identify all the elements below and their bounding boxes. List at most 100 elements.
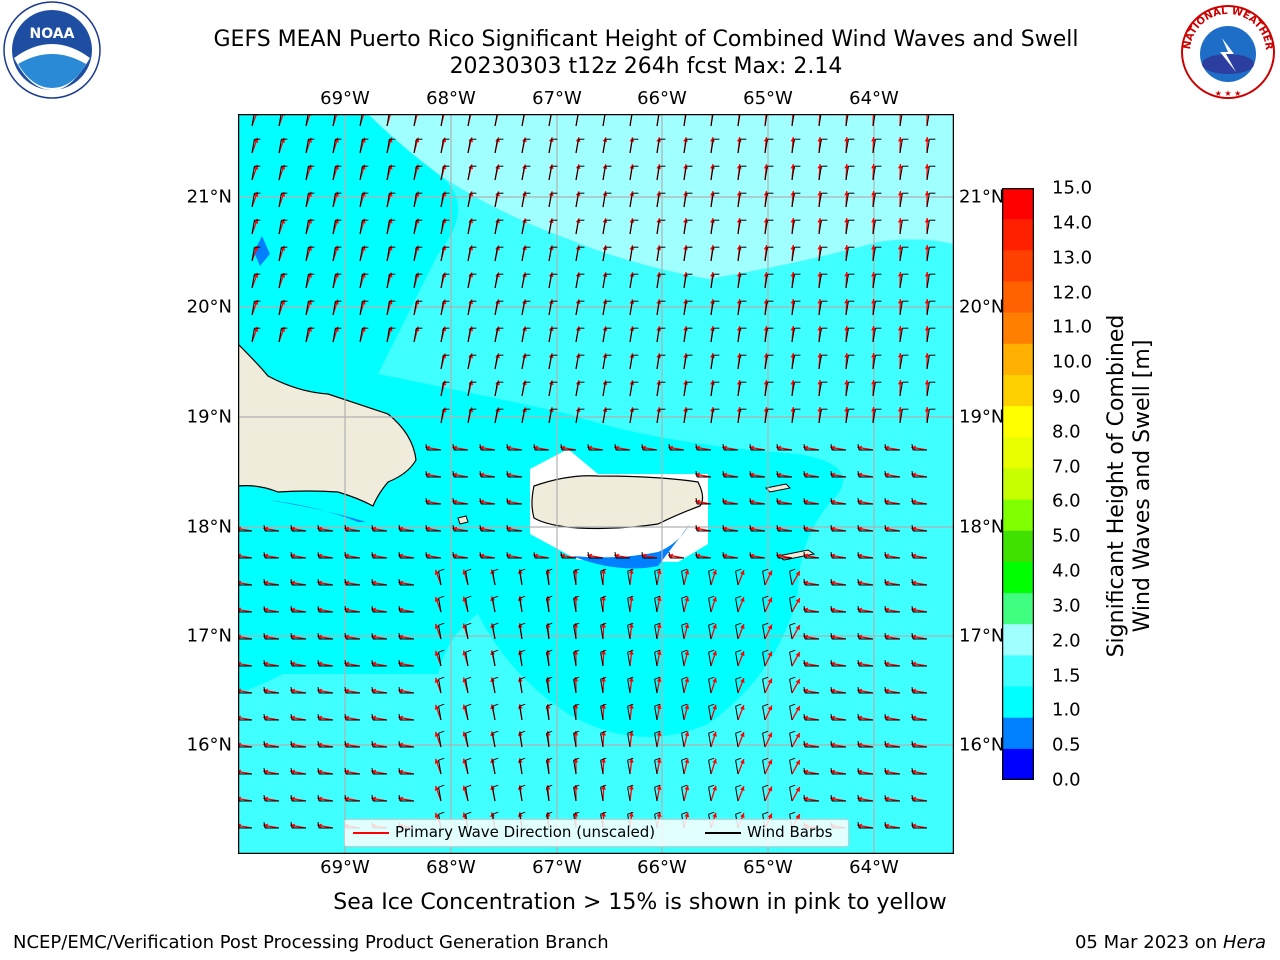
wave-arrow-head [614,445,619,451]
wind-barb [899,193,903,208]
colorbar-segment [1002,530,1034,563]
wave-arrow-head [656,623,662,628]
wave-arrow-head [317,823,322,829]
wind-barb [654,706,658,721]
wind-barb-flag [803,741,806,748]
colorbar-tick-label: 7.0 [1052,456,1081,478]
wind-barb-flag [857,606,860,613]
wave-arrow-head [795,679,800,684]
wind-barb-flag [371,633,374,640]
wind-barb-flag [465,676,472,680]
wave-arrow-head [263,526,268,532]
wind-barb [845,220,849,235]
wind-barb [764,247,768,262]
wind-barb-flag [830,498,833,505]
wave-arrow-head [924,272,930,277]
wind-barb [519,760,523,775]
wave-arrow-head [683,353,688,358]
lat-label-right: 20°N [959,296,1005,318]
wind-barb-flag [654,568,661,572]
wave-arrow-head [398,580,403,586]
wind-barb [683,193,687,208]
wind-barb [575,247,579,262]
wind-barb-flag [600,703,607,707]
wind-barb [791,355,795,370]
wind-barb [737,274,741,289]
wind-barb [737,355,741,370]
wind-barb [872,382,876,397]
wind-barb [440,355,444,370]
wind-barb-flag [830,768,833,775]
wind-barb-flag [465,757,472,761]
wind-barb [899,328,903,343]
wind-barb-flag [884,525,887,532]
wave-arrow-head [656,758,662,763]
wave-arrow-head [629,677,634,682]
wave-arrow-head [668,445,673,451]
wind-barb [710,193,714,208]
wind-barb [251,220,255,235]
wind-barb-flag [465,622,472,626]
colorbar-title-line2: Wind Waves and Swell [m] [1130,339,1155,633]
wind-barb [708,652,712,667]
noaa-logo-text: NOAA [30,26,75,42]
wave-arrow-head [573,650,579,655]
wind-barb [818,301,822,316]
lon-label-bottom: 69°W [320,857,370,878]
wind-barb-flag [857,660,860,667]
wave-arrow-head [712,758,717,764]
wind-barb-flag [708,568,715,572]
wind-barb [438,598,442,613]
wind-barb [656,193,660,208]
wind-barb-flag [830,660,833,667]
wind-barb [467,247,471,262]
wind-barb-flag [884,822,887,829]
wave-arrow-head [749,445,754,451]
wave-arrow-head [517,731,523,736]
wave-arrow-head [767,813,773,819]
wind-barb [519,787,523,802]
wind-barb [627,598,631,613]
wave-arrow-head [587,445,592,451]
wave-arrow-head [830,742,835,748]
wind-barb [438,679,442,694]
wind-barb-flag [627,622,634,626]
wind-barb-flag [438,568,445,572]
wind-barb [251,301,255,316]
wind-barb-flag [722,444,725,451]
wave-arrow-head [695,499,700,505]
wind-barb-flag [587,552,590,559]
wave-arrow-head [767,732,773,738]
wave-arrow-head [656,731,662,736]
wind-barb [386,247,390,262]
wind-barb-flag [344,525,347,532]
wind-barb [656,220,660,235]
wave-arrow-head [911,823,916,829]
wave-arrow-head [629,731,634,736]
wave-arrow-head [776,472,781,478]
wind-barb [492,625,496,640]
wind-barb-flag [911,525,914,532]
wind-barb-flag [911,741,914,748]
wave-arrow-head [924,326,930,331]
wind-barb [872,139,876,154]
wind-barb-flag [830,741,833,748]
wind-barb-flag [398,714,401,721]
wave-arrow-head [573,731,579,736]
wind-barb [332,247,336,262]
wind-barb-flag [587,444,590,451]
wave-arrow-head [857,634,862,640]
wind-barb-flag [803,714,806,721]
wind-barb-flag [452,471,455,478]
wind-barb-flag [776,552,779,559]
wave-arrow-head [884,661,889,667]
wind-barb-flag [479,498,482,505]
wind-barb-flag [681,568,688,572]
wind-barb-icon [705,831,741,834]
wind-barb [251,247,255,262]
wind-barb-flag [438,784,445,788]
wave-arrow-head [398,553,403,559]
wind-barb [710,355,714,370]
wave-arrow-head [830,796,835,802]
wind-barb-flag [735,595,742,599]
